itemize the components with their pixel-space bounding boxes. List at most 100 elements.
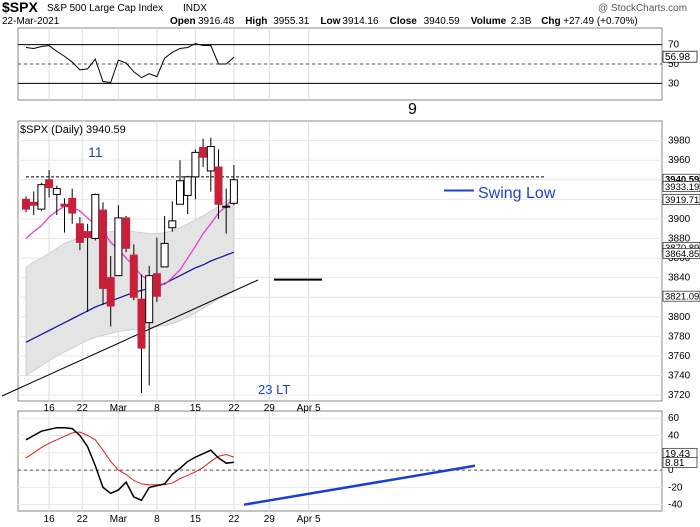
chart-title-exchange: INDX xyxy=(183,3,207,14)
price-value-box xyxy=(662,248,700,259)
candle-body xyxy=(214,166,223,205)
candle-body xyxy=(168,220,177,229)
candle-body xyxy=(60,203,69,207)
ohlc-value-2: 3914.16 xyxy=(342,16,379,27)
price-y-tick-label: 3760 xyxy=(668,351,691,362)
price-panel-label: $SPX (Daily) 3940.59 xyxy=(20,124,126,136)
swing-low-label: Swing Low xyxy=(478,185,556,202)
macd-x-tick-label: 15 xyxy=(190,514,202,525)
price-value-box xyxy=(662,181,700,192)
price-x-tick-label: 16 xyxy=(44,403,56,414)
candle-body xyxy=(176,180,184,205)
ohlc-value-5: +27.49 (+0.70%) xyxy=(563,16,638,27)
candle-body xyxy=(52,188,61,195)
macd-y-tick-label: -40 xyxy=(668,500,683,511)
price-y-tick-label: 3780 xyxy=(668,331,691,342)
macd-x-tick-label: 8 xyxy=(154,514,160,525)
candle-body xyxy=(106,277,115,307)
macd-y-tick-label: 0 xyxy=(668,465,674,476)
macd-signal-line xyxy=(25,431,235,486)
macd-last-value: 19.43 xyxy=(665,449,690,460)
candle-body xyxy=(152,273,161,297)
candle-body xyxy=(229,179,238,204)
ohlc-label-3: Close xyxy=(390,16,418,27)
rsi-indicator xyxy=(18,43,662,84)
ohlc-value-0: 3916.48 xyxy=(198,16,235,27)
candle-body xyxy=(160,242,169,268)
price-x-tick-label: Mar xyxy=(110,403,128,414)
chart-title-symbol: $SPX xyxy=(2,0,38,15)
candle-body xyxy=(129,254,138,298)
signal-last-value: 8.81 xyxy=(665,458,685,469)
candle-body xyxy=(222,205,231,208)
price-value-box xyxy=(662,290,700,302)
count-9-label: 9 xyxy=(408,101,417,118)
macd-x-tick-label: 16 xyxy=(44,514,56,525)
candle-body xyxy=(199,146,208,158)
candle-body xyxy=(68,197,77,214)
price-plot xyxy=(1,137,662,397)
price-y-tick-label: 3900 xyxy=(668,214,691,225)
ohlc-value-1: 3955.31 xyxy=(273,16,310,27)
count-11-label: 11 xyxy=(88,144,103,160)
price-value-label: 3821.09 xyxy=(665,292,699,303)
candle-body xyxy=(75,223,84,243)
price-x-tick-label: 8 xyxy=(154,403,160,414)
price-x-tick-label: Apr 5 xyxy=(297,403,321,414)
candle-body xyxy=(45,179,54,189)
rsi-y-tick-label: 30 xyxy=(668,78,680,89)
price-y-tick-label: 3880 xyxy=(668,233,691,244)
ohlc-value-3: 3940.59 xyxy=(424,16,461,27)
count-23-lt-label: 23 LT xyxy=(258,382,290,397)
macd-x-tick-label: 22 xyxy=(228,514,240,525)
price-panel-frame xyxy=(17,120,663,402)
price-value-label: 3933.19 xyxy=(665,182,699,193)
chart-date: 22-Mar-2021 xyxy=(2,16,60,27)
axes: 16 16 22 22 Mar Mar 8 8 15 15 22 22 29 29 Apr 5 Apr 5 30… xyxy=(44,40,700,525)
price-y-tick-label: 3960 xyxy=(668,155,691,166)
candle-body xyxy=(22,198,30,210)
rsi-y-tick-label: 70 xyxy=(668,40,680,51)
macd-x-tick-label: Apr 5 xyxy=(297,514,321,525)
ohlc-label-1: High xyxy=(245,16,267,27)
candle-body xyxy=(122,217,131,249)
ohlc-summary: Open 3916.48 High 3955.31 Low 3914.16 Close… xyxy=(170,16,638,27)
price-y-tick-label: 3740 xyxy=(668,371,691,382)
candle-body xyxy=(145,275,154,324)
price-value-label: 3919.71 xyxy=(665,195,699,206)
candle-body xyxy=(114,217,123,277)
macd-x-tick-label: 22 xyxy=(77,514,89,525)
price-x-tick-label: 15 xyxy=(190,403,202,414)
macd-indicator xyxy=(18,417,662,506)
trendline xyxy=(1,279,259,397)
macd-y-tick-label: 40 xyxy=(668,430,680,441)
rsi-last-value: 56.98 xyxy=(665,52,690,63)
candle-body xyxy=(37,184,46,210)
candle-body xyxy=(191,151,200,178)
candle-body xyxy=(206,145,215,172)
candle-body xyxy=(83,231,92,239)
macd-y-tick-label: 60 xyxy=(668,413,680,424)
rsi-overbought-fill xyxy=(26,43,234,45)
candle-body xyxy=(183,176,192,196)
price-y-tick-label: 3800 xyxy=(668,312,691,323)
price-x-tick-label: 29 xyxy=(264,403,276,414)
candle-body xyxy=(29,201,38,206)
price-x-tick-label: 22 xyxy=(77,403,89,414)
macd-x-tick-label: Mar xyxy=(110,514,128,525)
candle-body xyxy=(91,193,100,239)
macd-x-tick-label: 29 xyxy=(264,514,276,525)
rsi-last-value-box xyxy=(662,50,698,63)
price-y-tick-label: 3720 xyxy=(668,390,691,401)
ohlc-label-2: Low xyxy=(320,16,340,27)
ohlc-label-5: Chg xyxy=(541,16,560,27)
price-x-tick-label: 22 xyxy=(228,403,240,414)
ohlc-value-4: 2.3B xyxy=(511,16,532,27)
signal-value-box xyxy=(662,457,698,468)
candle-body xyxy=(99,209,107,289)
price-value-label: 3940.59 xyxy=(665,175,699,186)
macd-y-tick-label: -20 xyxy=(668,482,683,493)
price-value-box xyxy=(662,194,700,205)
divergence-line xyxy=(243,464,476,506)
